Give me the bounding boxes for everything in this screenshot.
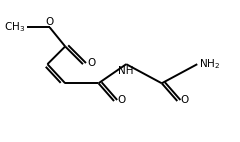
Text: O: O xyxy=(117,95,126,105)
Text: O: O xyxy=(181,95,189,105)
Text: O: O xyxy=(88,58,96,68)
Text: NH: NH xyxy=(119,66,134,76)
Text: CH$_3$: CH$_3$ xyxy=(5,20,26,34)
Text: O: O xyxy=(46,17,54,27)
Text: NH$_2$: NH$_2$ xyxy=(199,57,221,71)
